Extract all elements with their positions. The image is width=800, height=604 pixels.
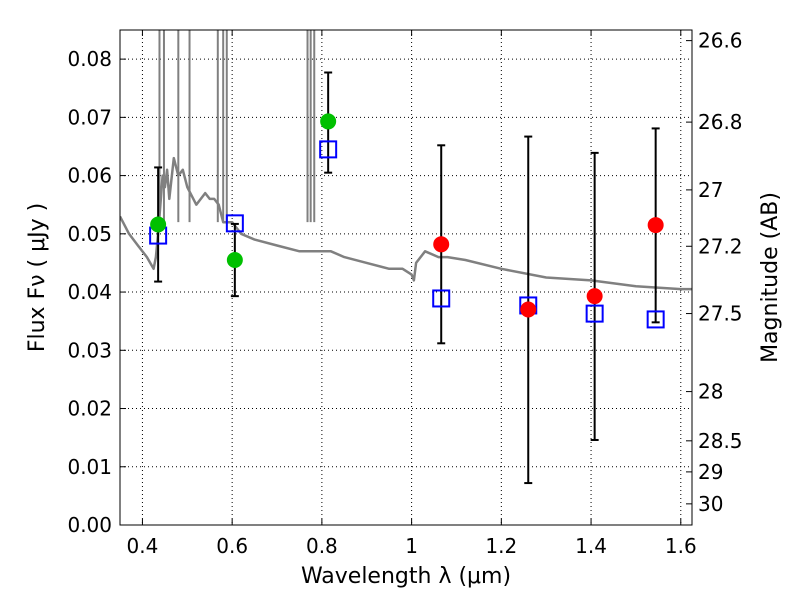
x-tick-label: 0.6 <box>216 534 248 558</box>
x-tick-label: 0.4 <box>127 534 159 558</box>
model-point <box>646 310 665 329</box>
observed-point <box>150 216 167 233</box>
x-tick-label: 1 <box>405 534 418 558</box>
x-tick-label: 1.6 <box>665 534 697 558</box>
y-axis-label: Flux Fν ( μJy ) <box>25 203 50 352</box>
observed-point <box>433 236 450 253</box>
y-tick-label: 0.03 <box>67 338 112 362</box>
x-axis-label: Wavelength λ (μm) <box>301 564 511 589</box>
observed-layer <box>150 113 664 318</box>
y-tick-label: 0.06 <box>67 164 112 188</box>
observed-point <box>586 288 603 305</box>
y-tick-label: 0.04 <box>67 280 112 304</box>
model-point <box>585 304 604 323</box>
y-tick-label: 0.02 <box>67 397 112 421</box>
observed-point <box>226 252 243 269</box>
y-tick-label: 0.00 <box>67 513 112 537</box>
x-tick-label: 1.2 <box>485 534 517 558</box>
plot-frame <box>119 29 693 526</box>
y2-tick-label: 26.6 <box>698 29 743 53</box>
grid-layer <box>120 30 692 526</box>
y-tick-label: 0.01 <box>67 455 112 479</box>
model-layer <box>149 140 665 329</box>
y2-tick-label: 26.8 <box>698 110 743 134</box>
observed-point <box>320 113 337 130</box>
y-tick-label: 0.08 <box>67 47 112 71</box>
y2-tick-label: 29 <box>698 460 723 484</box>
y-tick-label: 0.07 <box>67 105 112 129</box>
y2-tick-label: 30 <box>698 492 723 516</box>
axis-layer: 0.4 0.6 0.8 1 1.2 1.4 1.6 0.00 0.01 0.02 0.03 0.04 0… <box>67 29 742 558</box>
y2-tick-label: 28 <box>698 380 723 404</box>
model-point <box>225 214 244 233</box>
observed-point <box>647 217 664 234</box>
model-point <box>432 289 451 308</box>
errorbar-layer <box>154 71 660 485</box>
spectrum-layer <box>120 30 692 291</box>
spectrum-line <box>120 156 692 291</box>
y2-axis-label: Magnitude (AB) <box>758 192 783 363</box>
y2-tick-label: 27.2 <box>698 234 743 258</box>
model-point <box>319 140 338 159</box>
x-tick-label: 0.8 <box>306 534 338 558</box>
y2-tick-label: 27.5 <box>698 302 743 326</box>
x-tick-label: 1.4 <box>575 534 607 558</box>
y2-tick-label: 28.5 <box>698 429 743 453</box>
observed-point <box>520 301 537 318</box>
y2-tick-label: 27 <box>698 178 723 202</box>
y-tick-label: 0.05 <box>67 222 112 246</box>
